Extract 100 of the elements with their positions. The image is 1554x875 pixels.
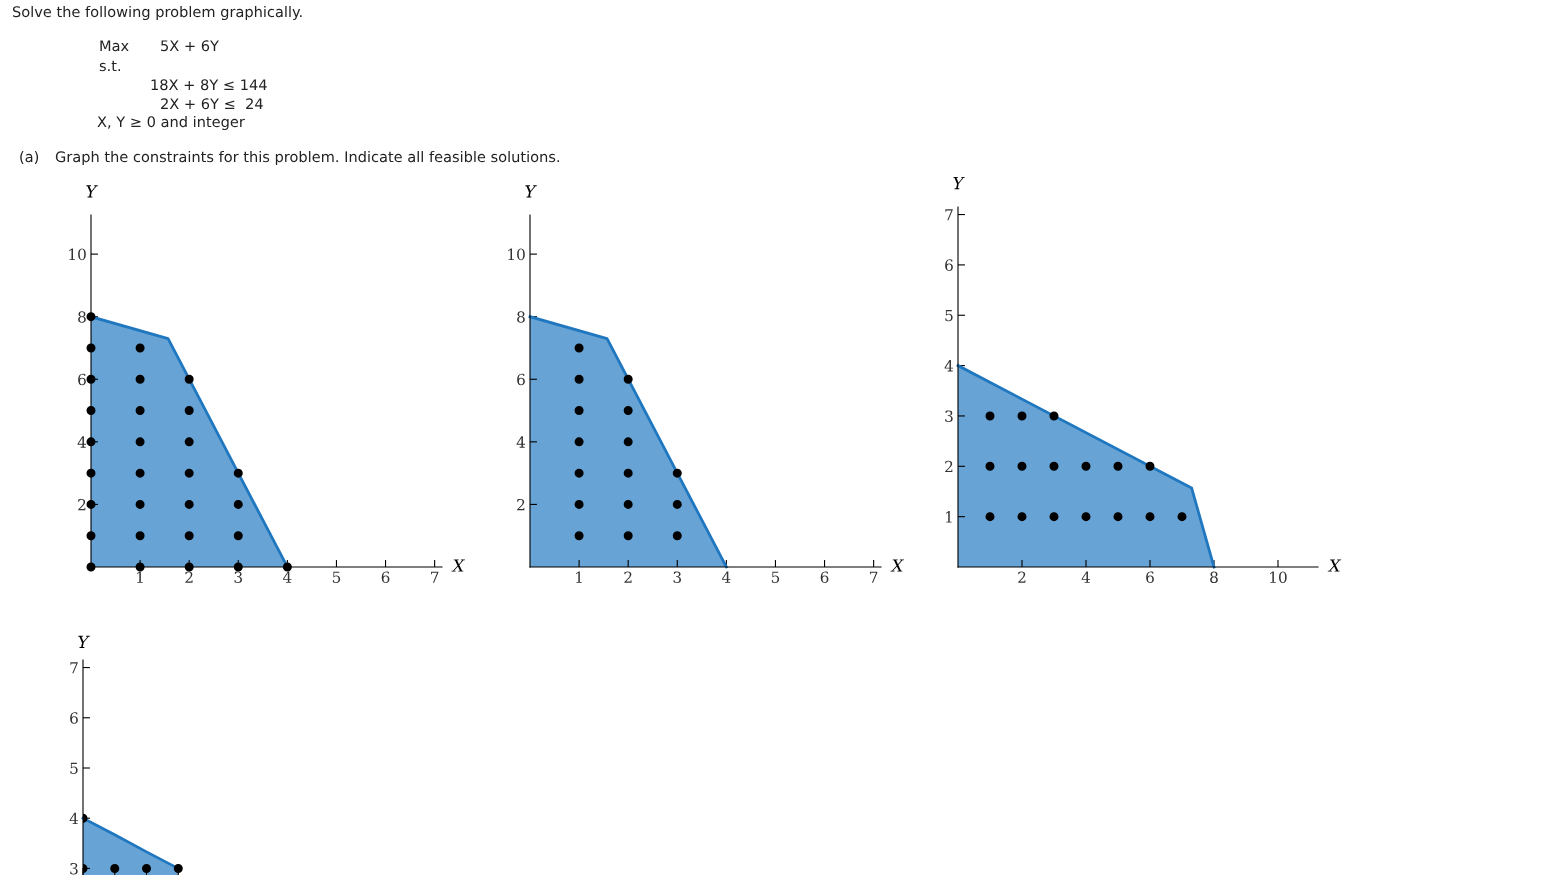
point [135, 531, 145, 541]
y-tick-label: 3 [945, 410, 953, 422]
x-tick-label: 1 [576, 571, 582, 583]
point [623, 531, 633, 541]
text: s.t. [99, 60, 121, 72]
point [1113, 512, 1123, 522]
x-axis-title: X [1327, 559, 1342, 572]
x-tick-label: 3 [673, 571, 681, 583]
point [1017, 411, 1027, 421]
y-axis-title: Y [525, 185, 537, 198]
point [233, 499, 243, 509]
x-tick-label: 4 [282, 571, 292, 583]
text: 2X + 6Y ≤ 24 [161, 98, 263, 110]
text: Solve the following problem graphically. [12, 5, 302, 21]
text: X, Y ≥ 0 and integer [97, 115, 245, 131]
y-tick-label: 5 [945, 309, 953, 322]
x-tick-label: 2 [1018, 571, 1026, 583]
point [985, 411, 995, 421]
y-tick-label: 3 [70, 862, 78, 875]
point [1049, 461, 1059, 471]
point [184, 406, 194, 416]
y-tick-label: 6 [945, 259, 953, 271]
x-axis-title: X [890, 559, 904, 572]
x-tick-label: 7 [870, 571, 878, 583]
point [233, 562, 243, 572]
y-tick-label: 4 [516, 436, 526, 448]
point [184, 531, 194, 541]
x-tick-label: 7 [431, 571, 439, 583]
point [1049, 512, 1059, 522]
point [184, 468, 194, 478]
point [184, 562, 194, 572]
point [86, 562, 96, 572]
x-tick-label: 10 [1270, 571, 1287, 583]
point [135, 406, 145, 416]
x-tick-label: 4 [721, 571, 731, 583]
point [1145, 461, 1155, 471]
y-tick-label: 2 [517, 498, 525, 511]
point [623, 468, 633, 478]
x-tick-label: 1 [137, 571, 143, 583]
text: Graph the constraints for this problem. Indicate all feasible solutions. [55, 150, 559, 166]
point [86, 312, 96, 322]
point [135, 562, 145, 572]
text: Max [100, 40, 129, 52]
x-tick-label: 2 [624, 571, 632, 583]
y-tick-label: 10 [508, 248, 525, 261]
point [86, 437, 96, 447]
point [1017, 461, 1027, 471]
point [574, 437, 584, 447]
x-tick-label: 5 [332, 571, 341, 583]
y-tick-label: 4 [944, 360, 954, 372]
point [1113, 461, 1123, 471]
point [672, 499, 682, 509]
point [1017, 512, 1027, 522]
point [985, 512, 995, 522]
point [233, 531, 243, 541]
y-tick-label: 7 [70, 662, 78, 674]
y-tick-label: 7 [945, 209, 953, 221]
point [985, 461, 995, 471]
x-tick-label: 3 [234, 571, 242, 583]
point [86, 406, 96, 416]
point [1081, 461, 1091, 471]
y-tick-label: 1 [945, 511, 952, 523]
x-tick-label: 5 [771, 571, 780, 583]
x-tick-label: 2 [185, 571, 193, 583]
y-axis-title: Y [953, 176, 965, 190]
point [672, 468, 682, 478]
y-tick-label: 4 [69, 812, 79, 825]
point [184, 374, 194, 384]
point [282, 562, 292, 572]
text: 5X + 6Y [161, 40, 219, 52]
point [135, 343, 145, 353]
point [86, 374, 96, 384]
point [184, 499, 194, 509]
point [135, 468, 145, 478]
point [1145, 512, 1155, 522]
y-tick-label: 5 [70, 762, 78, 775]
x-tick-label: 6 [820, 571, 829, 583]
y-tick-label: 6 [78, 373, 86, 386]
point [86, 468, 96, 478]
y-tick-label: 2 [78, 498, 86, 511]
y-tick-label: 4 [77, 436, 87, 448]
x-tick-label: 8 [1210, 571, 1218, 583]
point [574, 406, 584, 416]
y-tick-label: 6 [517, 373, 525, 386]
point [135, 437, 145, 447]
point [1049, 411, 1059, 421]
point [135, 499, 145, 509]
point [574, 374, 584, 384]
point [672, 531, 682, 541]
y-tick-label: 8 [517, 311, 525, 323]
y-axis-title: Y [78, 635, 90, 648]
point [574, 343, 584, 353]
x-axis-title: X [451, 559, 465, 572]
text: 18X + 8Y ≤ 144 [151, 79, 267, 91]
x-tick-label: 6 [1146, 571, 1154, 583]
x-tick-label: 6 [381, 571, 390, 583]
point [623, 499, 633, 509]
point [233, 468, 243, 478]
point [623, 437, 633, 447]
point [86, 499, 96, 509]
